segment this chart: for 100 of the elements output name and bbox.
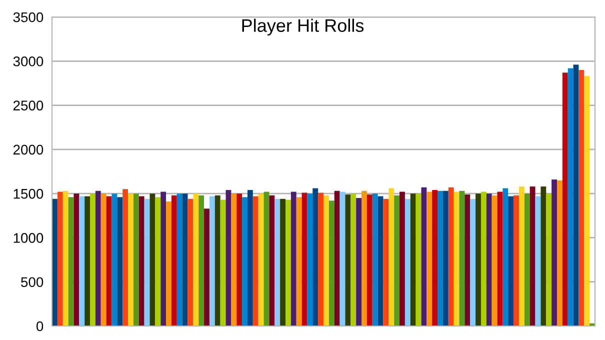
bar	[345, 194, 351, 326]
bar	[166, 202, 172, 326]
bar	[421, 187, 427, 326]
bar	[285, 200, 291, 326]
bar	[388, 188, 394, 326]
bar	[448, 187, 454, 326]
bar	[426, 192, 432, 326]
bar	[204, 208, 210, 326]
bar	[242, 197, 248, 326]
bar	[231, 194, 237, 326]
bar	[584, 76, 590, 326]
bar	[307, 194, 313, 326]
bar	[378, 196, 384, 326]
bar	[459, 190, 465, 326]
bar	[546, 194, 552, 326]
bar	[160, 192, 166, 326]
bar	[573, 64, 579, 326]
bar	[524, 194, 530, 326]
bar	[144, 198, 150, 326]
bar	[578, 70, 584, 326]
bar	[530, 186, 536, 326]
bar	[442, 190, 448, 326]
bar	[410, 194, 416, 326]
bar	[366, 194, 372, 326]
bar	[258, 194, 264, 326]
y-tick-label: 2500	[13, 100, 44, 110]
bar	[296, 197, 302, 326]
bar	[302, 192, 308, 326]
bar	[502, 188, 508, 326]
bar	[236, 194, 242, 326]
bar	[68, 197, 74, 326]
bar	[540, 186, 546, 326]
bar	[274, 198, 280, 326]
bar	[128, 194, 134, 326]
bar	[318, 192, 324, 326]
y-tick-label: 2000	[13, 144, 44, 155]
bar	[252, 196, 258, 326]
bar	[95, 190, 101, 326]
y-tick-label: 1000	[14, 233, 44, 243]
bar	[52, 198, 58, 326]
bar	[182, 194, 188, 326]
bar	[269, 195, 275, 326]
bar	[404, 198, 410, 326]
bar	[209, 196, 215, 326]
bar	[432, 190, 438, 326]
bar	[264, 192, 270, 326]
bar	[535, 196, 541, 326]
bar	[117, 197, 123, 326]
bar	[100, 194, 106, 326]
bar	[122, 189, 128, 326]
bar	[362, 190, 367, 326]
bar	[324, 195, 329, 326]
bar	[193, 194, 199, 326]
bar	[226, 190, 232, 326]
bar	[486, 194, 492, 326]
bar	[198, 195, 204, 326]
bar	[480, 192, 486, 326]
bar	[90, 194, 96, 326]
bar	[214, 195, 220, 326]
bar	[470, 198, 476, 326]
bar	[492, 195, 498, 326]
bar	[334, 190, 340, 326]
bar	[57, 192, 63, 326]
bar	[312, 188, 318, 326]
y-tick-label: 3500	[13, 12, 44, 22]
bar	[79, 196, 85, 326]
bar	[138, 196, 144, 326]
bar	[74, 194, 80, 326]
bar	[106, 196, 112, 326]
bar	[350, 194, 356, 326]
bar	[247, 190, 253, 326]
bar	[476, 194, 481, 326]
bar	[133, 194, 139, 326]
bar	[394, 195, 400, 326]
bar	[552, 179, 557, 326]
bar	[220, 200, 226, 326]
bar	[84, 196, 90, 326]
bar	[464, 194, 470, 326]
bar	[400, 192, 405, 326]
bar	[372, 194, 378, 326]
bar	[562, 72, 568, 326]
bar	[514, 195, 519, 326]
bar	[150, 194, 156, 326]
bar	[556, 180, 562, 326]
chart-title: Player Hit Rolls	[242, 18, 364, 36]
bar	[328, 200, 334, 326]
bar	[155, 197, 161, 326]
bar	[356, 198, 362, 326]
bar	[176, 194, 182, 326]
bar	[454, 192, 460, 326]
bar	[438, 190, 443, 326]
bar	[383, 198, 389, 326]
bar	[568, 68, 574, 326]
bar	[62, 190, 68, 326]
bar	[280, 198, 286, 326]
y-tick-label: 3000	[13, 56, 44, 66]
bar	[508, 196, 514, 326]
bar	[340, 192, 346, 326]
bar	[518, 186, 524, 326]
y-tick-label: 1500	[14, 188, 44, 199]
